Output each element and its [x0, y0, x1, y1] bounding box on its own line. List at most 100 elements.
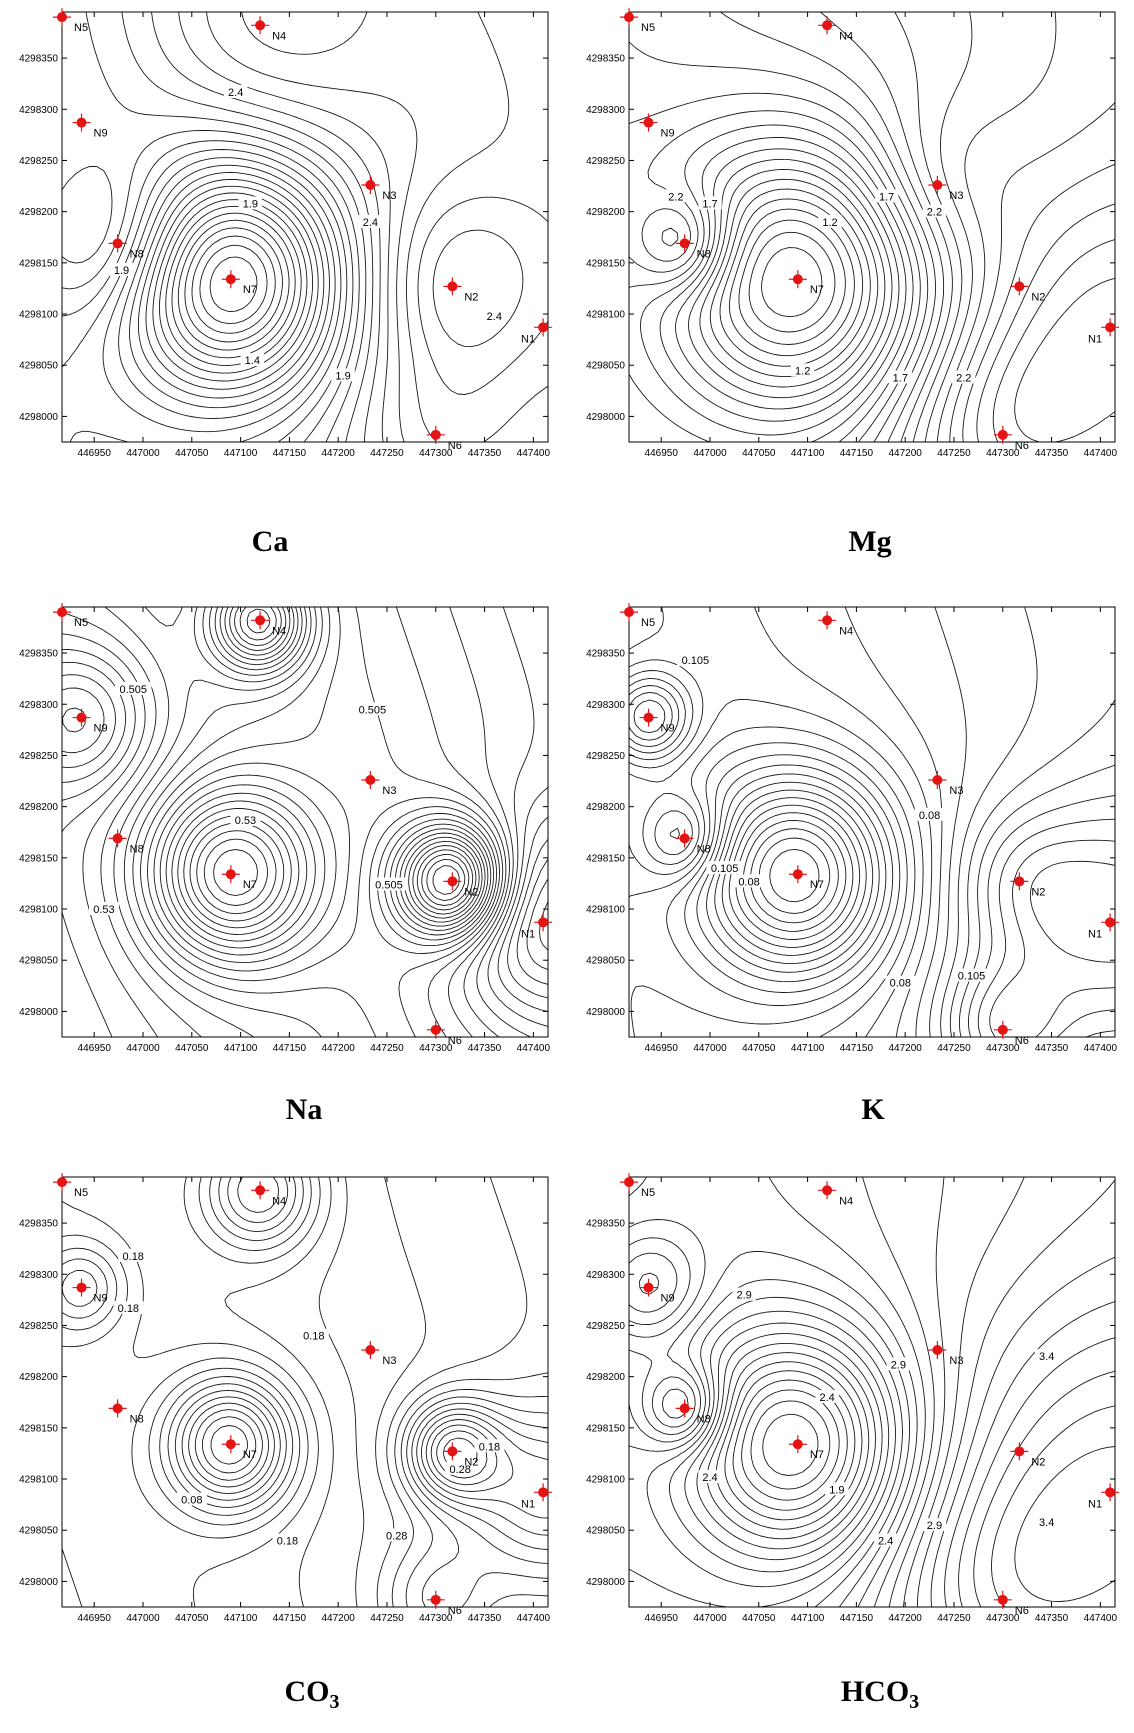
- x-tick-label: 447400: [1084, 1613, 1118, 1624]
- well-dot-icon: [822, 1185, 833, 1196]
- well-marker-n7: N7: [788, 865, 824, 891]
- well-label: N2: [464, 291, 478, 303]
- well-dot-icon: [643, 117, 654, 128]
- x-tick-label: 447050: [742, 1613, 776, 1624]
- contour-label-bg: [381, 1528, 412, 1542]
- contour-label-bg: [482, 309, 507, 323]
- well-marker-n5: N5: [620, 1173, 655, 1199]
- contour-label: 0.18: [479, 1441, 500, 1453]
- x-tick-label: 446950: [78, 448, 112, 459]
- well-marker-n3: N3: [928, 176, 963, 202]
- well-label: N4: [272, 1195, 286, 1207]
- contour-label-bg: [1034, 1349, 1059, 1363]
- well-label: N1: [1088, 1498, 1102, 1510]
- y-tick-label: 4298350: [586, 1219, 625, 1230]
- x-tick-label: 447050: [742, 448, 776, 459]
- well-marker-n6: N6: [993, 1020, 1029, 1047]
- well-marker-n6: N6: [993, 1590, 1029, 1617]
- contour-line: [659, 148, 900, 422]
- well-label: N6: [1015, 440, 1029, 452]
- y-tick-label: 4298100: [19, 310, 58, 321]
- contour-label-bg: [677, 653, 714, 667]
- well-marker-n6: N6: [426, 1590, 462, 1617]
- y-tick-label: 4298150: [19, 853, 58, 864]
- well-dot-icon: [76, 117, 87, 128]
- well-label: N6: [1015, 1035, 1029, 1047]
- x-tick-label: 447300: [419, 1043, 453, 1054]
- well-label: N4: [272, 30, 286, 42]
- y-tick-label: 4298150: [586, 258, 625, 269]
- contour-line: [62, 12, 367, 442]
- x-tick-label: 447050: [742, 1043, 776, 1054]
- contour-label-bg: [113, 1301, 144, 1315]
- well-dot-icon: [822, 20, 833, 31]
- contour-label: 0.28: [386, 1530, 407, 1542]
- contour-label: 0.08: [890, 978, 911, 990]
- contour-line: [633, 699, 1115, 1037]
- plot-frame: [61, 606, 549, 1038]
- contour-line: [184, 227, 283, 343]
- contour-line: [949, 102, 1115, 442]
- contour-line: [213, 849, 258, 897]
- y-tick-label: 4298300: [19, 700, 58, 711]
- well-dot-icon: [538, 1487, 549, 1498]
- contour-label: 0.505: [119, 684, 147, 696]
- contour-label-bg: [238, 196, 263, 210]
- caption-na: Na: [214, 1093, 394, 1132]
- caption-hco3-sub: 3: [909, 1691, 920, 1713]
- contour-line: [762, 1413, 819, 1476]
- caption-k: K: [783, 1093, 963, 1132]
- well-dot-icon: [1105, 322, 1116, 333]
- contour-label: 3.4: [1039, 1517, 1054, 1529]
- well-dot-icon: [1014, 1446, 1025, 1457]
- contour-label-bg: [109, 263, 134, 276]
- well-label: N4: [839, 1195, 853, 1207]
- well-dot-icon: [679, 238, 690, 249]
- well-label: N9: [661, 723, 675, 735]
- contour-label-bg: [706, 861, 743, 875]
- caption-co3: CO3: [222, 1675, 402, 1714]
- well-marker-n7: N7: [788, 1435, 824, 1461]
- well-marker-n4: N4: [818, 1181, 853, 1207]
- y-tick-label: 4298150: [19, 258, 58, 269]
- x-tick-label: 447400: [1084, 1043, 1118, 1054]
- well-label: N7: [243, 1449, 257, 1461]
- contour-line: [646, 1310, 896, 1588]
- caption-k-main: K: [861, 1093, 885, 1126]
- contour-lines-co3: [62, 1177, 548, 1607]
- x-tick-label: 447300: [419, 1613, 453, 1624]
- well-marker-n8: N8: [675, 829, 711, 855]
- well-dot-icon: [255, 20, 266, 31]
- contour-line: [668, 1322, 890, 1573]
- contour-line: [916, 1179, 1115, 1607]
- contour-line: [178, 12, 391, 442]
- y-tick-label: 4298350: [586, 649, 625, 660]
- y-tick-label: 4298250: [586, 156, 625, 167]
- contour-line: [750, 828, 839, 924]
- plot-area: [62, 12, 548, 442]
- contour-map-ca: 446950 447000 447050 447100 447150 447200 4472…: [19, 8, 553, 459]
- contour-line: [944, 1301, 1115, 1607]
- plot-area: [62, 1177, 548, 1607]
- contour-label: 1.9: [243, 198, 258, 210]
- x-tick-label: 447350: [468, 448, 502, 459]
- well-marker-n8: N8: [675, 1399, 711, 1425]
- contour-map-co3: 446950 447000 447050 447100 447150 447200 4472…: [19, 1173, 553, 1624]
- y-tick-label: 4298100: [586, 1475, 625, 1486]
- well-label: N7: [243, 284, 257, 296]
- well-marker-n9: N9: [72, 1278, 108, 1305]
- y-tick-label: 4298200: [19, 1372, 58, 1383]
- contour-line: [165, 607, 535, 1037]
- well-label: N3: [949, 1355, 963, 1367]
- contour-label-bg: [331, 368, 355, 382]
- x-tick-label: 447350: [1035, 448, 1069, 459]
- x-tick-label: 447400: [517, 1613, 551, 1624]
- x-tick-label: 447150: [273, 448, 307, 459]
- plot-frame: [628, 11, 1116, 443]
- contour-line: [140, 607, 504, 1037]
- contour-label: 2.4: [363, 217, 378, 229]
- contour-label-bg: [354, 702, 391, 716]
- contour-line: [210, 1425, 248, 1465]
- x-tick-label: 447250: [370, 1043, 404, 1054]
- contour-label: 2.4: [228, 87, 243, 99]
